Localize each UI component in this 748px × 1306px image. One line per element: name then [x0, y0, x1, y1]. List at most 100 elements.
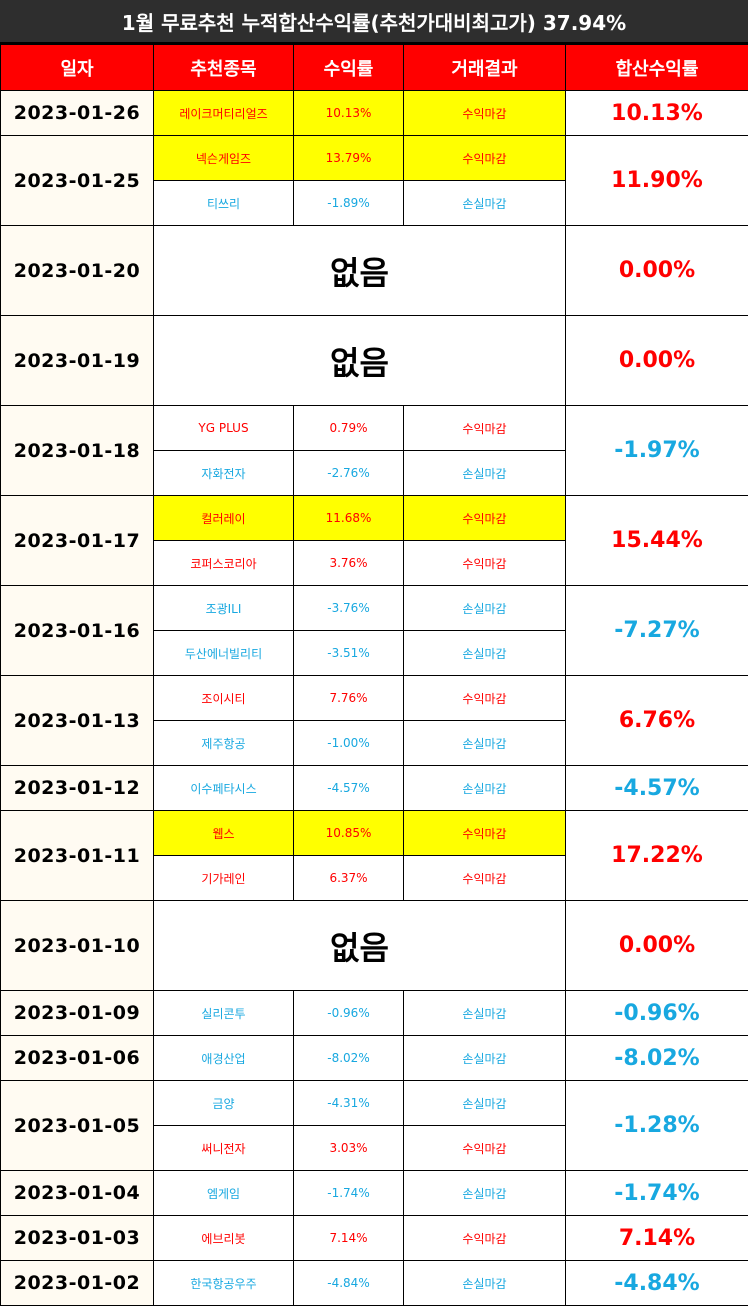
- page-title: 1월 무료추천 누적합산수익률(추천가대비최고가) 37.94%: [0, 0, 748, 44]
- result-cell: 손실마감: [403, 1080, 566, 1126]
- table-row: 2023-01-13 조이시티 7.76% 수익마감 6.76%: [0, 675, 748, 766]
- header-stock: 추천종목: [153, 44, 294, 91]
- total-return-cell: -1.28%: [565, 1080, 748, 1171]
- result-cell: 수익마감: [403, 1215, 566, 1261]
- return-cell: 11.68%: [293, 495, 404, 541]
- stock-name-cell: 조이시티: [153, 675, 294, 721]
- total-return-cell: -1.74%: [565, 1170, 748, 1216]
- date-cell: 2023-01-10: [0, 900, 154, 991]
- stock-name-cell: 에브리봇: [153, 1215, 294, 1261]
- table-row: 2023-01-12 이수페타시스 -4.57% 손실마감 -4.57%: [0, 765, 748, 811]
- stock-name-cell: 컬러레이: [153, 495, 294, 541]
- date-cell: 2023-01-09: [0, 990, 154, 1036]
- date-cell: 2023-01-18: [0, 405, 154, 496]
- result-cell: 수익마감: [403, 135, 566, 181]
- date-cell: 2023-01-05: [0, 1080, 154, 1171]
- stock-name-cell: 실리콘투: [153, 990, 294, 1036]
- header-result: 거래결과: [403, 44, 566, 91]
- return-cell: 13.79%: [293, 135, 404, 181]
- table-row: 제주항공 -1.00% 손실마감: [1, 720, 748, 766]
- stock-name-cell: 기가레인: [153, 855, 294, 901]
- return-cell: 6.37%: [293, 855, 404, 901]
- stock-name-cell: 웹스: [153, 810, 294, 856]
- total-return-cell: 7.14%: [565, 1215, 748, 1261]
- stock-name-cell: 넥슨게임즈: [153, 135, 294, 181]
- table-row: 2023-01-26 레이크머티리얼즈 10.13% 수익마감 10.13%: [0, 90, 748, 136]
- table-body: 2023-01-26 레이크머티리얼즈 10.13% 수익마감 10.13% 2023-0…: [0, 90, 748, 1306]
- result-cell: 수익마감: [403, 405, 566, 451]
- table-row: 2023-01-18 YG PLUS 0.79% 수익마감 -1.97%: [0, 405, 748, 496]
- result-cell: 손실마감: [403, 990, 566, 1036]
- table-row: 2023-01-19 없음 0.00%: [0, 315, 748, 406]
- table-row: 2023-01-04 엠게임 -1.74% 손실마감 -1.74%: [0, 1170, 748, 1216]
- return-cell: 7.14%: [293, 1215, 404, 1261]
- date-cell: 2023-01-25: [0, 135, 154, 226]
- header-date: 일자: [0, 44, 154, 91]
- result-cell: 손실마감: [403, 1170, 566, 1216]
- return-cell: 10.13%: [293, 90, 404, 136]
- table-row: 써니전자 3.03% 수익마감: [1, 1125, 748, 1171]
- table-row: 2023-01-05 금양 -4.31% 손실마감 -1.28%: [0, 1080, 748, 1171]
- result-cell: 손실마감: [403, 1260, 566, 1306]
- stock-name-cell: 티쓰리: [153, 180, 294, 226]
- date-cell: 2023-01-12: [0, 765, 154, 811]
- table-row: 자화전자 -2.76% 손실마감: [1, 450, 748, 496]
- date-cell: 2023-01-19: [0, 315, 154, 406]
- no-pick-cell: 없음: [153, 900, 566, 991]
- return-cell: -0.96%: [293, 990, 404, 1036]
- table-row: 코퍼스코리아 3.76% 수익마감: [1, 540, 748, 586]
- result-cell: 수익마감: [403, 1125, 566, 1171]
- total-return-cell: -1.97%: [565, 405, 748, 496]
- return-cell: 3.03%: [293, 1125, 404, 1171]
- return-cell: 7.76%: [293, 675, 404, 721]
- result-cell: 손실마감: [403, 585, 566, 631]
- recommendation-table: 일자 추천종목 수익률 거래결과 합산수익률 2023-01-26 레이크머티리얼…: [0, 44, 748, 1306]
- table-header-row: 일자 추천종목 수익률 거래결과 합산수익률: [0, 44, 748, 91]
- table-row: 2023-01-09 실리콘투 -0.96% 손실마감 -0.96%: [0, 990, 748, 1036]
- result-cell: 수익마감: [403, 540, 566, 586]
- result-cell: 손실마감: [403, 630, 566, 676]
- stock-name-cell: YG PLUS: [153, 405, 294, 451]
- total-return-cell: -4.57%: [565, 765, 748, 811]
- total-return-cell: 0.00%: [565, 225, 748, 316]
- table-row: 2023-01-25 넥슨게임즈 13.79% 수익마감 11.90%: [0, 135, 748, 226]
- return-cell: -2.76%: [293, 450, 404, 496]
- result-cell: 손실마감: [403, 765, 566, 811]
- stock-name-cell: 이수페타시스: [153, 765, 294, 811]
- header-total: 합산수익률: [565, 44, 748, 91]
- return-cell: -1.00%: [293, 720, 404, 766]
- table-row: 2023-01-03 에브리봇 7.14% 수익마감 7.14%: [0, 1215, 748, 1261]
- return-cell: -1.89%: [293, 180, 404, 226]
- total-return-cell: 15.44%: [565, 495, 748, 586]
- table-row: 두산에너빌리티 -3.51% 손실마감: [1, 630, 748, 676]
- return-cell: 3.76%: [293, 540, 404, 586]
- result-cell: 수익마감: [403, 90, 566, 136]
- total-return-cell: 17.22%: [565, 810, 748, 901]
- date-cell: 2023-01-06: [0, 1035, 154, 1081]
- stock-name-cell: 써니전자: [153, 1125, 294, 1171]
- date-cell: 2023-01-04: [0, 1170, 154, 1216]
- result-cell: 손실마감: [403, 180, 566, 226]
- stock-name-cell: 금양: [153, 1080, 294, 1126]
- stock-name-cell: 한국항공우주: [153, 1260, 294, 1306]
- date-cell: 2023-01-20: [0, 225, 154, 316]
- header-return: 수익률: [293, 44, 404, 91]
- total-return-cell: 6.76%: [565, 675, 748, 766]
- date-cell: 2023-01-17: [0, 495, 154, 586]
- date-cell: 2023-01-13: [0, 675, 154, 766]
- total-return-cell: 0.00%: [565, 900, 748, 991]
- result-cell: 손실마감: [403, 1035, 566, 1081]
- total-return-cell: -0.96%: [565, 990, 748, 1036]
- return-cell: -4.31%: [293, 1080, 404, 1126]
- return-cell: -8.02%: [293, 1035, 404, 1081]
- result-cell: 수익마감: [403, 495, 566, 541]
- table-row: 2023-01-11 웹스 10.85% 수익마감 17.22%: [0, 810, 748, 901]
- stock-name-cell: 레이크머티리얼즈: [153, 90, 294, 136]
- table-row: 2023-01-06 애경산업 -8.02% 손실마감 -8.02%: [0, 1035, 748, 1081]
- result-cell: 손실마감: [403, 450, 566, 496]
- return-cell: 0.79%: [293, 405, 404, 451]
- return-cell: -4.57%: [293, 765, 404, 811]
- total-return-cell: 0.00%: [565, 315, 748, 406]
- table-row: 기가레인 6.37% 수익마감: [1, 855, 748, 901]
- stock-name-cell: 엠게임: [153, 1170, 294, 1216]
